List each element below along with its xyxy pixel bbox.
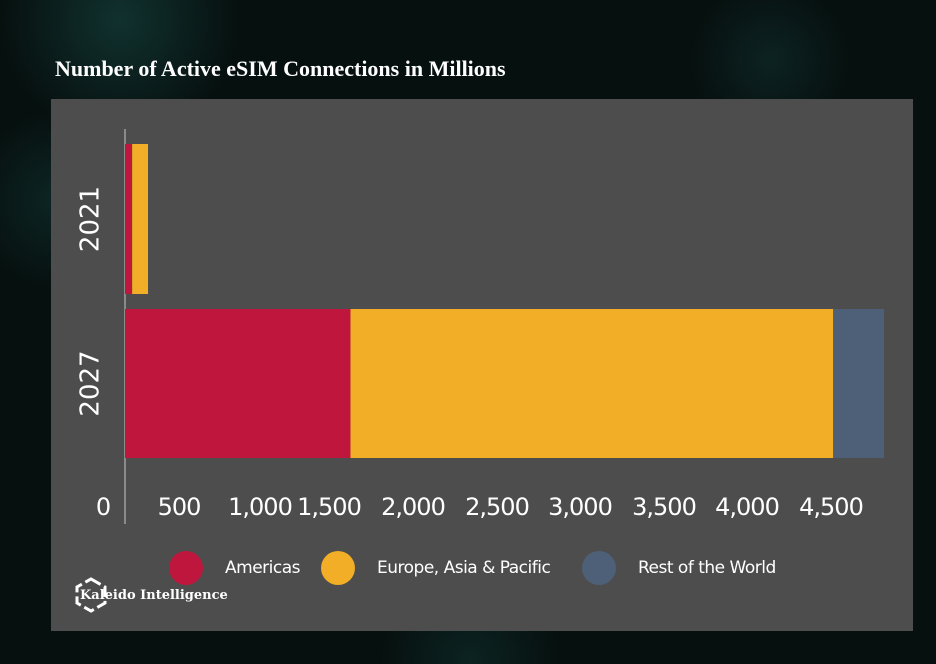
bar-segment-2021-americas (125, 144, 133, 294)
x-tick-label: 3,500 (632, 493, 696, 521)
bar-segment-2027-rest-of-the-world (833, 309, 884, 458)
x-tick-label: 2,500 (465, 493, 529, 521)
brand-logo: Kaleido Intelligence (73, 577, 228, 613)
bar-segment-2027-americas (125, 309, 351, 458)
x-tick-label: 500 (158, 493, 201, 521)
x-tick-label: 0 (96, 493, 110, 521)
legend-item-rest-of-world: Rest of the World (582, 551, 776, 585)
stacked-bar-chart: 2021 2027 0 500 1,000 1,500 2,000 2,500 3,000 3,5… (76, 129, 884, 524)
legend-swatch-rest-of-world (582, 551, 616, 585)
x-tick-label: 1,000 (228, 493, 292, 521)
chart-title: Number of Active eSIM Connections in Mil… (55, 56, 506, 81)
category-label-2027: 2027 (76, 350, 106, 416)
legend-swatch-americas (169, 551, 203, 585)
chart-panel: 2021 2027 0 500 1,000 1,500 2,000 2,500 3,000 3,5… (51, 99, 913, 631)
legend-label-americas: Americas (225, 558, 300, 578)
brand-name: Kaleido Intelligence (80, 587, 228, 603)
x-tick-label: 4,500 (799, 493, 863, 521)
x-tick-label: 4,000 (715, 493, 779, 521)
legend-swatch-europe-asia-pacific (321, 551, 355, 585)
bar-segment-2027-europe-asia-pacific (350, 309, 834, 458)
x-tick-label: 2,000 (381, 493, 445, 521)
legend-label-europe-asia-pacific: Europe, Asia & Pacific (377, 558, 551, 578)
hexagon-icon (75, 577, 107, 613)
category-label-2021: 2021 (76, 186, 106, 252)
bar-segment-2021-europe-asia-pacific (132, 144, 149, 294)
x-tick-label: 3,000 (548, 493, 612, 521)
legend-item-europe-asia-pacific: Europe, Asia & Pacific (321, 551, 551, 585)
legend-label-rest-of-world: Rest of the World (638, 558, 776, 578)
x-tick-label: 1,500 (297, 493, 361, 521)
legend-item-americas: Americas (169, 551, 300, 585)
